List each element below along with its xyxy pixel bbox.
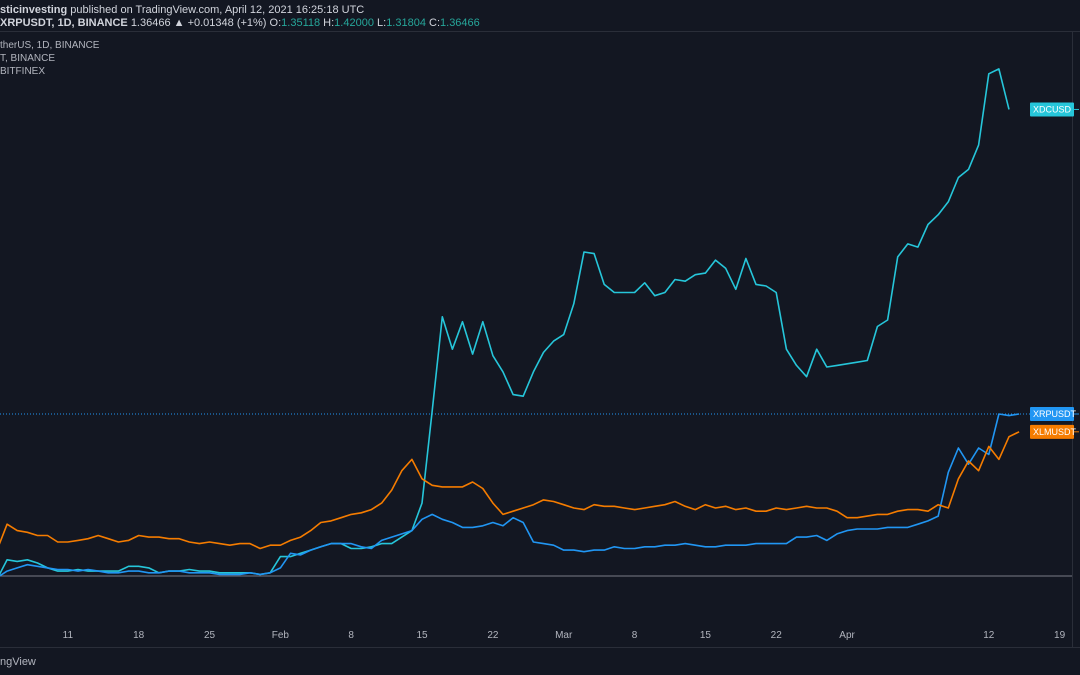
change-value: 1.36466 ▲ +0.01348 (+1%): [130, 17, 267, 29]
series-tag-label: XDCUSD: [1033, 104, 1072, 114]
series-tag-label: XLMUSDT: [1033, 427, 1077, 437]
series-tag-xrpusdt: [1030, 407, 1074, 421]
legend-series-1[interactable]: therUS, 1D, BINANCE: [0, 40, 100, 51]
x-tick-label: 15: [700, 630, 712, 641]
x-tick-label: 12: [983, 630, 995, 641]
chart-pane[interactable]: therUS, 1D, BINANCE T, BINANCE BITFINEX: [0, 32, 1072, 647]
ohlc-line: XRPUSDT, 1D, BINANCE 1.36466 ▲ +0.01348 …: [0, 17, 480, 29]
publisher-line: sticinvesting published on TradingView.c…: [0, 4, 364, 16]
legend-series-3[interactable]: BITFINEX: [0, 66, 46, 77]
publisher-user[interactable]: sticinvesting: [0, 4, 68, 16]
series-tag-xdcusd: [1030, 102, 1074, 117]
x-tick-label: 22: [771, 630, 783, 641]
close-label: C:: [429, 17, 441, 29]
open-label: O:: [269, 17, 282, 29]
x-tick-label: 8: [632, 630, 638, 641]
series-tag-xlmusdt: [1030, 424, 1074, 439]
chart-footer: ngView: [0, 647, 1080, 675]
series-line-xlmusdt: [0, 431, 1020, 550]
x-tick-label: 18: [133, 630, 145, 641]
high-label: H:: [323, 17, 335, 29]
x-tick-label: Apr: [839, 630, 855, 641]
x-tick-label: Mar: [555, 630, 573, 641]
series-line-xrpusdt: [0, 413, 1020, 577]
publisher-info: published on TradingView.com, April 12, …: [67, 4, 365, 16]
chart-header: sticinvesting published on TradingView.c…: [0, 0, 1080, 32]
open-value: 1.35118: [281, 17, 321, 29]
x-tick-label: 15: [416, 630, 428, 641]
x-tick-label: 22: [487, 630, 499, 641]
tradingview-brand[interactable]: ngView: [0, 656, 36, 668]
x-tick-label: 19: [1054, 630, 1066, 641]
legend-series-2[interactable]: T, BINANCE: [0, 53, 56, 64]
series-line-xdcusd: [0, 68, 1010, 576]
x-tick-label: 25: [204, 630, 216, 641]
x-tick-label: 11: [63, 630, 74, 641]
symbol-label[interactable]: XRPUSDT, 1D, BINANCE: [0, 17, 128, 29]
price-scale[interactable]: [1072, 32, 1080, 647]
series-tag-label: XRPUSDT: [1033, 409, 1077, 419]
low-value: 1.31804: [386, 17, 426, 29]
close-value: 1.36466: [440, 17, 480, 29]
high-value: 1.42000: [334, 17, 374, 29]
low-label: L:: [377, 17, 387, 29]
x-tick-label: Feb: [272, 630, 290, 641]
x-tick-label: 8: [348, 630, 354, 641]
